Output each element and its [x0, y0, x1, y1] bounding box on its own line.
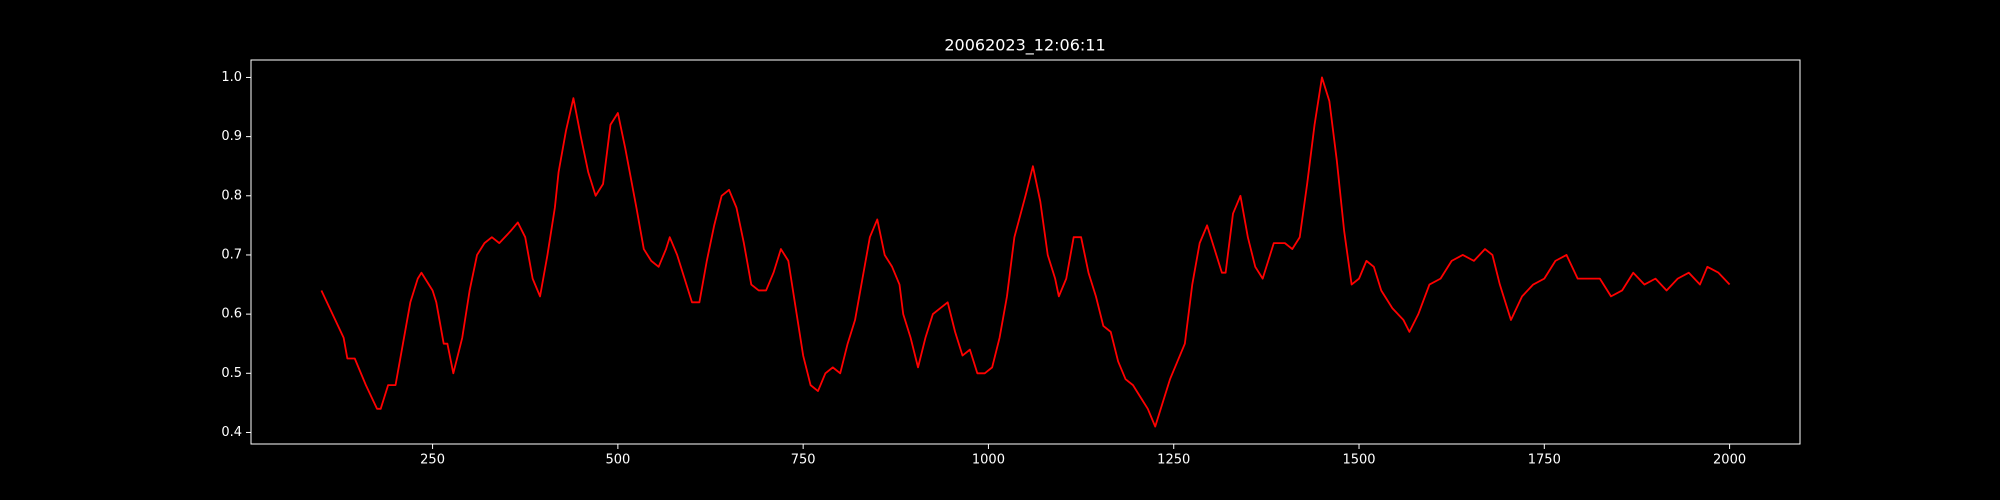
x-tick-label: 1250 — [1157, 453, 1190, 468]
axes-frame — [250, 59, 1801, 445]
x-tick-label: 1000 — [972, 453, 1005, 468]
x-tick-label: 1500 — [1342, 453, 1375, 468]
x-tick-label: 2000 — [1713, 453, 1746, 468]
y-tick-label: 0.6 — [221, 307, 242, 322]
y-tick-label: 0.4 — [221, 425, 242, 440]
x-tick-label: 500 — [605, 453, 630, 468]
x-tick-label: 1750 — [1528, 453, 1561, 468]
y-tick-label: 1.0 — [221, 70, 242, 85]
y-tick-label: 0.5 — [221, 366, 242, 381]
y-tick-label: 0.9 — [221, 129, 242, 144]
data-line — [320, 76, 1731, 428]
y-tick-label: 0.7 — [221, 247, 242, 262]
x-tick-label: 250 — [420, 453, 445, 468]
y-tick-label: 0.8 — [221, 188, 242, 203]
chart-title: 20062023_12:06:11 — [944, 36, 1105, 56]
x-tick-label: 750 — [791, 453, 816, 468]
